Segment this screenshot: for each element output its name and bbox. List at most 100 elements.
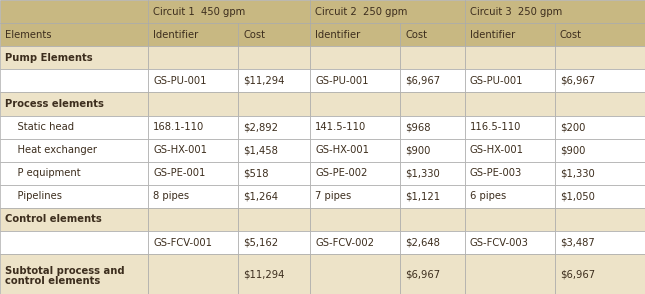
Bar [238,208,310,231]
Bar [555,138,645,162]
Text: Cost: Cost [560,30,582,40]
Bar [310,69,400,92]
Bar [465,208,555,231]
Text: 7 pipes: 7 pipes [315,191,352,201]
Bar [555,208,645,231]
Text: GS-HX-001: GS-HX-001 [153,145,207,155]
Text: $900: $900 [560,145,586,155]
Bar [310,138,400,162]
Bar [0,69,148,92]
Bar [465,231,555,254]
Bar [465,116,555,138]
Bar [148,92,238,116]
Bar [148,231,238,254]
Bar [465,254,555,294]
Bar [0,208,148,231]
Text: Heat exchanger: Heat exchanger [5,145,97,155]
Bar [148,162,238,185]
Bar [238,185,310,208]
Bar [400,254,465,294]
Bar [400,185,465,208]
Text: Identifier: Identifier [153,30,198,40]
Bar [465,0,645,23]
Bar [0,23,148,46]
Bar [148,208,238,231]
Bar [148,116,238,138]
Bar [555,46,645,69]
Text: $1,458: $1,458 [243,145,278,155]
Bar [0,46,148,69]
Text: $6,967: $6,967 [560,76,595,86]
Bar [400,69,465,92]
Text: Pipelines: Pipelines [5,191,62,201]
Bar [238,69,310,92]
Text: GS-PU-001: GS-PU-001 [315,76,368,86]
Bar [555,254,645,294]
Text: GS-PE-002: GS-PE-002 [315,168,368,178]
Bar [400,162,465,185]
Bar [465,46,555,69]
Text: GS-PU-001: GS-PU-001 [153,76,206,86]
Bar [555,231,645,254]
Text: $900: $900 [405,145,430,155]
Bar [310,23,400,46]
Bar [238,231,310,254]
Text: Control elements: Control elements [5,214,102,224]
Bar [0,0,148,23]
Bar [148,254,238,294]
Bar [0,162,148,185]
Bar [0,231,148,254]
Bar [310,0,465,23]
Text: 168.1-110: 168.1-110 [153,122,204,132]
Text: $968: $968 [405,122,430,132]
Text: Circuit 1  450 gpm: Circuit 1 450 gpm [153,6,245,16]
Text: Static head: Static head [5,122,74,132]
Bar [555,23,645,46]
Bar [465,69,555,92]
Bar [0,138,148,162]
Bar [400,116,465,138]
Bar [400,23,465,46]
Bar [238,254,310,294]
Bar [148,69,238,92]
Bar [465,138,555,162]
Text: GS-PE-003: GS-PE-003 [470,168,522,178]
Text: $1,050: $1,050 [560,191,595,201]
Text: GS-FCV-001: GS-FCV-001 [153,238,212,248]
Text: P equipment: P equipment [5,168,81,178]
Text: Identifier: Identifier [470,30,515,40]
Text: $1,330: $1,330 [405,168,440,178]
Bar [238,162,310,185]
Bar [555,92,645,116]
Bar [238,138,310,162]
Bar [310,208,400,231]
Bar [310,185,400,208]
Text: 6 pipes: 6 pipes [470,191,506,201]
Bar [465,92,555,116]
Bar [400,92,465,116]
Text: GS-PU-001: GS-PU-001 [470,76,524,86]
Bar [0,116,148,138]
Text: $518: $518 [243,168,268,178]
Text: $11,294: $11,294 [243,76,284,86]
Text: $6,967: $6,967 [405,76,440,86]
Text: Pump Elements: Pump Elements [5,53,93,63]
Bar [400,208,465,231]
Text: $3,487: $3,487 [560,238,595,248]
Bar [465,23,555,46]
Text: Cost: Cost [243,30,265,40]
Text: GS-HX-001: GS-HX-001 [315,145,369,155]
Bar [555,69,645,92]
Text: Circuit 3  250 gpm: Circuit 3 250 gpm [470,6,562,16]
Bar [555,162,645,185]
Text: 8 pipes: 8 pipes [153,191,189,201]
Text: Identifier: Identifier [315,30,361,40]
Bar [238,23,310,46]
Text: $2,892: $2,892 [243,122,278,132]
Text: $6,967: $6,967 [560,269,595,279]
Bar [310,254,400,294]
Bar [310,116,400,138]
Text: GS-PE-001: GS-PE-001 [153,168,205,178]
Bar [310,92,400,116]
Text: Circuit 2  250 gpm: Circuit 2 250 gpm [315,6,408,16]
